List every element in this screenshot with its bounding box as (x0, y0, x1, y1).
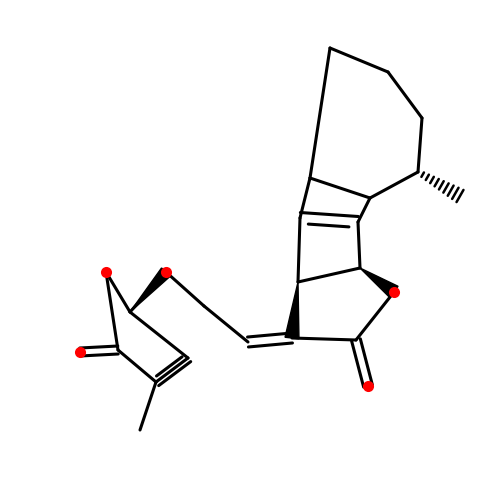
Polygon shape (130, 268, 170, 312)
Polygon shape (285, 282, 299, 339)
Polygon shape (360, 268, 398, 298)
